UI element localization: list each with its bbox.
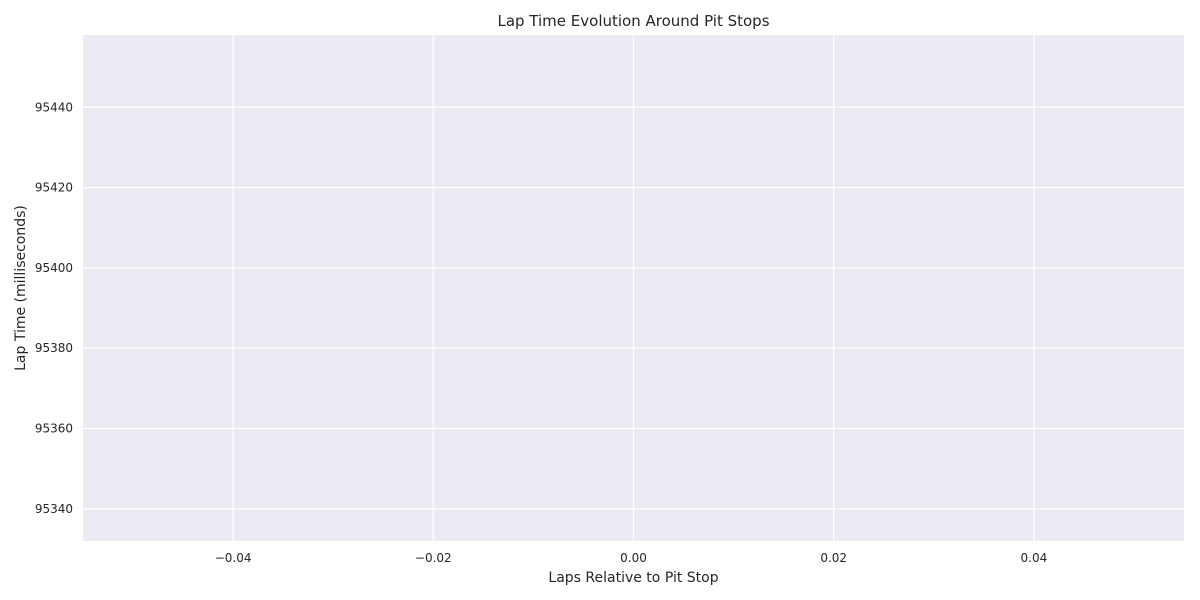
y-tick-label: 95340 bbox=[35, 502, 73, 516]
x-tick-label: 0.00 bbox=[620, 551, 647, 565]
y-tick-label: 95360 bbox=[35, 422, 73, 436]
x-tick-label: 0.02 bbox=[820, 551, 847, 565]
y-tick-label: 95400 bbox=[35, 261, 73, 275]
x-tick-labels: −0.04 −0.02 0.00 0.02 0.04 bbox=[215, 551, 1047, 565]
x-tick-label: −0.02 bbox=[415, 551, 452, 565]
x-gridlines bbox=[232, 35, 1035, 541]
y-gridlines bbox=[83, 106, 1184, 510]
y-tick-label: 95420 bbox=[35, 181, 73, 195]
y-tick-labels: 95340 95360 95380 95400 95420 95440 bbox=[35, 100, 73, 516]
y-tick-label: 95380 bbox=[35, 341, 73, 355]
x-tick-label: −0.04 bbox=[215, 551, 252, 565]
x-axis-label: Laps Relative to Pit Stop bbox=[548, 570, 718, 586]
x-tick-label: 0.04 bbox=[1021, 551, 1048, 565]
y-axis-label: Lap Time (milliseconds) bbox=[13, 205, 29, 371]
y-tick-label: 95440 bbox=[35, 100, 73, 114]
chart-title: Lap Time Evolution Around Pit Stops bbox=[497, 12, 769, 30]
